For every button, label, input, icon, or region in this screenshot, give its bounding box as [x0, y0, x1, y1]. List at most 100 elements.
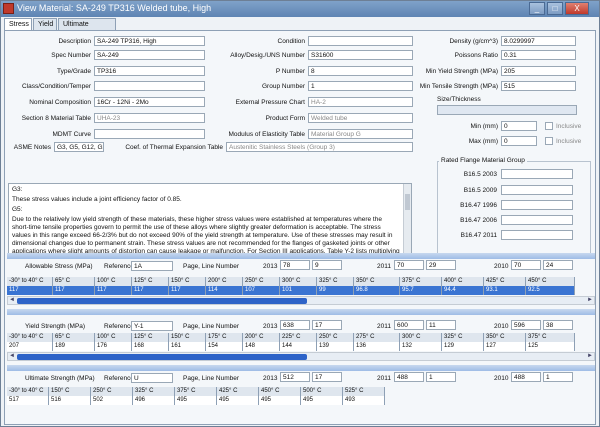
value-cell[interactable]: 92.5: [526, 286, 575, 295]
flange-field[interactable]: [501, 185, 573, 195]
value-cell[interactable]: 176: [95, 342, 132, 351]
line-field[interactable]: 29: [426, 260, 456, 270]
close-button[interactable]: X: [565, 2, 589, 15]
yield-strength-values-row[interactable]: 207 189 176 168 161 154 148 144 139 136 132 129 127 1…: [7, 342, 575, 351]
asme-notes-field[interactable]: G3, G5, G12, G24, T2: [54, 142, 104, 152]
maximize-button[interactable]: □: [547, 2, 563, 15]
scroll-right-icon[interactable]: ►: [587, 297, 593, 303]
notes-scrollbar[interactable]: [403, 184, 411, 255]
line-field[interactable]: 17: [312, 320, 342, 330]
tab-ultimate-tensile[interactable]: Ultimate Tensile: [58, 18, 116, 39]
density-field[interactable]: 8.0299997: [501, 36, 576, 46]
page-field[interactable]: 596: [511, 320, 541, 330]
value-cell[interactable]: 117: [169, 286, 206, 295]
product-form-field[interactable]: Welded tube: [308, 113, 413, 123]
size-thickness-field[interactable]: [437, 105, 577, 115]
condition-field[interactable]: [308, 36, 413, 46]
min-tensile-field[interactable]: 515: [501, 81, 576, 91]
value-cell[interactable]: 517: [7, 396, 49, 405]
page-field[interactable]: 488: [511, 372, 541, 382]
scroll-left-icon[interactable]: ◄: [9, 353, 15, 359]
value-cell[interactable]: 495: [259, 396, 301, 405]
value-cell[interactable]: 117: [53, 286, 95, 295]
page-field[interactable]: 600: [394, 320, 424, 330]
value-cell[interactable]: 96.8: [354, 286, 400, 295]
p-number-field[interactable]: 8: [308, 66, 413, 76]
value-cell[interactable]: 94.4: [442, 286, 484, 295]
value-cell[interactable]: 114: [206, 286, 243, 295]
scroll-thumb[interactable]: [17, 354, 307, 360]
group-number-field[interactable]: 1: [308, 81, 413, 91]
line-field[interactable]: 38: [543, 320, 573, 330]
max-inclusive-checkbox[interactable]: [545, 137, 553, 145]
value-cell[interactable]: 139: [317, 342, 354, 351]
page-field[interactable]: 78: [280, 260, 310, 270]
tab-stress[interactable]: Stress: [4, 18, 32, 31]
line-field[interactable]: 17: [312, 372, 342, 382]
flange-field[interactable]: [501, 169, 573, 179]
value-cell[interactable]: 161: [169, 342, 206, 351]
value-cell[interactable]: 101: [280, 286, 317, 295]
value-cell[interactable]: 168: [132, 342, 169, 351]
page-field[interactable]: 488: [394, 372, 424, 382]
flange-field[interactable]: [501, 215, 573, 225]
reference-field[interactable]: U: [131, 373, 173, 383]
page-field[interactable]: 70: [511, 260, 541, 270]
page-field[interactable]: 512: [280, 372, 310, 382]
allowable-stress-hscroll[interactable]: ◄ ►: [7, 296, 595, 305]
reference-field[interactable]: Y-1: [131, 321, 173, 331]
line-field[interactable]: 1: [426, 372, 456, 382]
description-field[interactable]: SA-249 TP316, High: [94, 36, 205, 46]
value-cell[interactable]: 99: [317, 286, 354, 295]
value-cell[interactable]: 189: [53, 342, 95, 351]
page-field[interactable]: 70: [394, 260, 424, 270]
scroll-thumb[interactable]: [17, 298, 307, 304]
section8-table-field[interactable]: UHA-23: [94, 113, 205, 123]
page-field[interactable]: 638: [280, 320, 310, 330]
mdmt-curve-field[interactable]: [94, 129, 205, 139]
min-inclusive-checkbox[interactable]: [545, 122, 553, 130]
line-field[interactable]: 11: [426, 320, 456, 330]
value-cell[interactable]: 148: [243, 342, 280, 351]
coef-thermal-field[interactable]: Austenitic Stainless Steels (Group 3): [226, 142, 413, 152]
line-field[interactable]: 24: [543, 260, 573, 270]
value-cell[interactable]: 502: [91, 396, 133, 405]
line-field[interactable]: 9: [312, 260, 342, 270]
value-cell[interactable]: 117: [132, 286, 169, 295]
yield-strength-hscroll[interactable]: ◄ ►: [7, 352, 595, 361]
class-condition-field[interactable]: [94, 81, 205, 91]
value-cell[interactable]: 516: [49, 396, 91, 405]
value-cell[interactable]: 117: [7, 286, 53, 295]
value-cell[interactable]: 495: [301, 396, 343, 405]
modulus-table-field[interactable]: Material Group G: [308, 129, 413, 139]
value-cell[interactable]: 136: [354, 342, 400, 351]
ultimate-strength-values-row[interactable]: 517 516 502 496 495 495 495 495 493: [7, 396, 385, 405]
value-cell[interactable]: 495: [175, 396, 217, 405]
reference-field[interactable]: 1A: [131, 261, 173, 271]
nominal-composition-field[interactable]: 16Cr - 12Ni - 2Mo: [94, 97, 205, 107]
scroll-left-icon[interactable]: ◄: [9, 297, 15, 303]
value-cell[interactable]: 125: [526, 342, 575, 351]
max-mm-field[interactable]: 0: [501, 136, 537, 146]
spec-number-field[interactable]: SA-249: [94, 50, 205, 60]
value-cell[interactable]: 154: [206, 342, 243, 351]
value-cell[interactable]: 496: [133, 396, 175, 405]
scroll-thumb[interactable]: [405, 194, 410, 210]
value-cell[interactable]: 117: [95, 286, 132, 295]
value-cell[interactable]: 493: [343, 396, 385, 405]
min-yield-field[interactable]: 205: [501, 66, 576, 76]
value-cell[interactable]: 207: [7, 342, 53, 351]
minimize-button[interactable]: _: [529, 2, 545, 15]
value-cell[interactable]: 93.1: [484, 286, 526, 295]
value-cell[interactable]: 132: [400, 342, 442, 351]
line-field[interactable]: 1: [543, 372, 573, 382]
poissons-field[interactable]: 0.31: [501, 50, 576, 60]
min-mm-field[interactable]: 0: [501, 121, 537, 131]
alloy-uns-field[interactable]: S31600: [308, 50, 413, 60]
scroll-right-icon[interactable]: ►: [587, 353, 593, 359]
value-cell[interactable]: 495: [217, 396, 259, 405]
value-cell[interactable]: 127: [484, 342, 526, 351]
value-cell[interactable]: 95.7: [400, 286, 442, 295]
allowable-stress-values-row[interactable]: 117 117 117 117 117 114 107 101 99 96.8 95.7 94.4 93…: [7, 286, 575, 295]
tab-yield[interactable]: Yield: [33, 18, 57, 30]
